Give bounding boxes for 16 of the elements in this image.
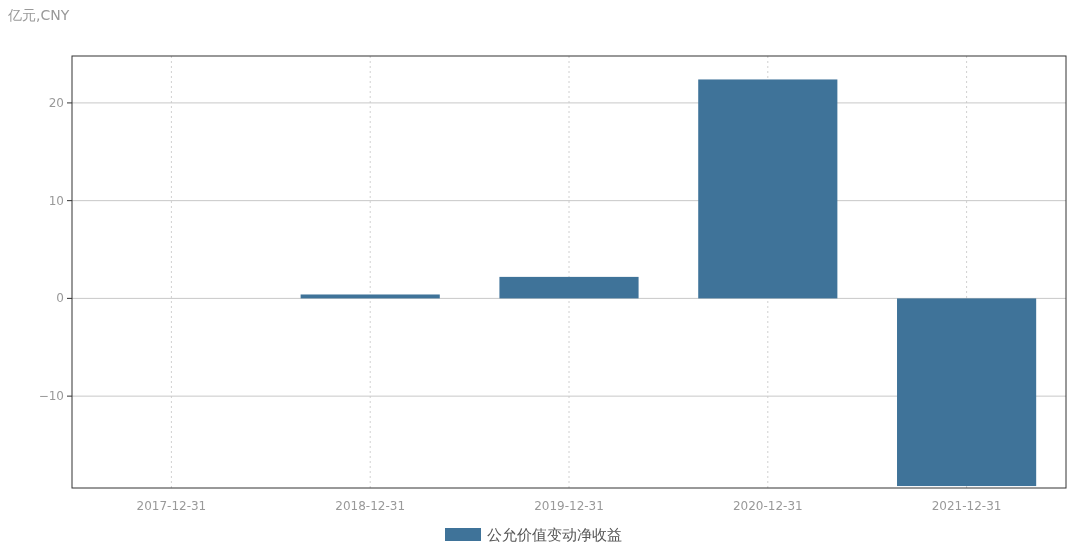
y-tick-label: 0 bbox=[56, 291, 64, 306]
legend-label: 公允价值变动净收益 bbox=[487, 526, 622, 544]
bar bbox=[698, 79, 838, 299]
y-tick-label: 10 bbox=[48, 193, 64, 208]
x-tick-label: 2021-12-31 bbox=[931, 499, 1002, 513]
bar bbox=[897, 298, 1037, 487]
y-axis-title: 亿元,CNY bbox=[7, 7, 70, 23]
x-tick-label: 2017-12-31 bbox=[136, 499, 207, 513]
x-tick-label: 2020-12-31 bbox=[732, 499, 803, 513]
bar bbox=[499, 276, 639, 299]
y-tick-label: 20 bbox=[48, 95, 64, 110]
bar bbox=[300, 294, 440, 299]
y-tick-label: −10 bbox=[38, 389, 64, 404]
x-tick-label: 2018-12-31 bbox=[335, 499, 406, 513]
x-tick-label: 2019-12-31 bbox=[534, 499, 604, 513]
legend: 公允价值变动净收益 bbox=[445, 526, 622, 544]
